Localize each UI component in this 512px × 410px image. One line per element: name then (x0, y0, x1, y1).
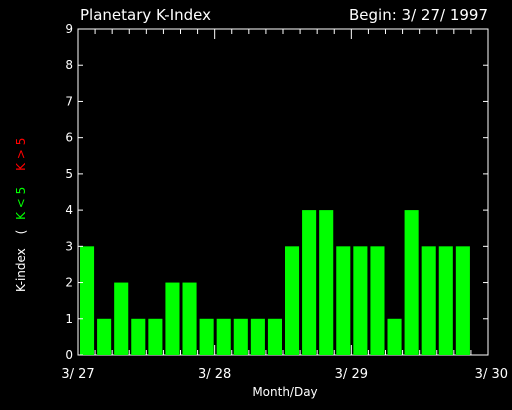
kp-bar (199, 318, 214, 355)
y-tick-label: 4 (65, 203, 73, 217)
y-axis-label: K-index ( K < 5 K > 5 (14, 138, 28, 292)
kp-bar (404, 210, 419, 355)
kp-bar (182, 282, 197, 355)
y-axis-label-high: K > 5 (14, 138, 28, 171)
y-tick-label: 6 (65, 131, 73, 145)
y-axis: 0 1 2 3 4 5 6 7 8 9 (65, 22, 488, 362)
kp-bar (114, 282, 129, 355)
kp-bar (336, 246, 351, 355)
x-tick-label: 3/ 28 (198, 367, 231, 382)
kp-bar (233, 318, 248, 355)
kp-bar (250, 318, 265, 355)
x-tick-label: 3/ 29 (335, 367, 368, 382)
kp-bar (370, 246, 385, 355)
kp-bar (148, 318, 163, 355)
x-axis-label: Month/Day (252, 385, 317, 399)
kp-bar (97, 318, 112, 355)
y-tick-label: 8 (65, 58, 73, 72)
kp-bar (216, 318, 231, 355)
y-axis-label-paren: ( (14, 230, 28, 235)
kp-bar (387, 318, 402, 355)
y-tick-label: 5 (65, 167, 73, 181)
kp-bar (285, 246, 300, 355)
kp-bar (131, 318, 146, 355)
y-tick-label: 1 (65, 312, 73, 326)
y-axis-label-main: K-index (14, 248, 28, 292)
kp-bar (267, 318, 282, 355)
y-tick-label: 3 (65, 239, 73, 253)
begin-date-label: Begin: 3/ 27/ 1997 (349, 6, 488, 24)
kp-bar (302, 210, 317, 355)
kp-bar (438, 246, 453, 355)
bar-series (80, 210, 470, 355)
y-tick-label: 0 (65, 348, 73, 362)
chart-title: Planetary K-Index (80, 6, 211, 24)
kp-bar (165, 282, 180, 355)
kp-bar (80, 246, 95, 355)
kp-bar (421, 246, 436, 355)
y-tick-label: 9 (65, 22, 73, 36)
y-axis-label-group: K-index ( K < 5 K > 5 (14, 138, 28, 292)
y-axis-label-low: K < 5 (14, 187, 28, 220)
x-tick-label: 3/ 30 (475, 367, 508, 382)
kp-bar (353, 246, 368, 355)
x-tick-label: 3/ 27 (61, 367, 94, 382)
x-axis: 3/ 27 3/ 28 3/ 29 3/ 30 (61, 29, 508, 382)
kp-bar (455, 246, 470, 355)
y-tick-label: 2 (65, 276, 73, 290)
kp-bar (319, 210, 334, 355)
y-tick-label: 7 (65, 94, 73, 108)
